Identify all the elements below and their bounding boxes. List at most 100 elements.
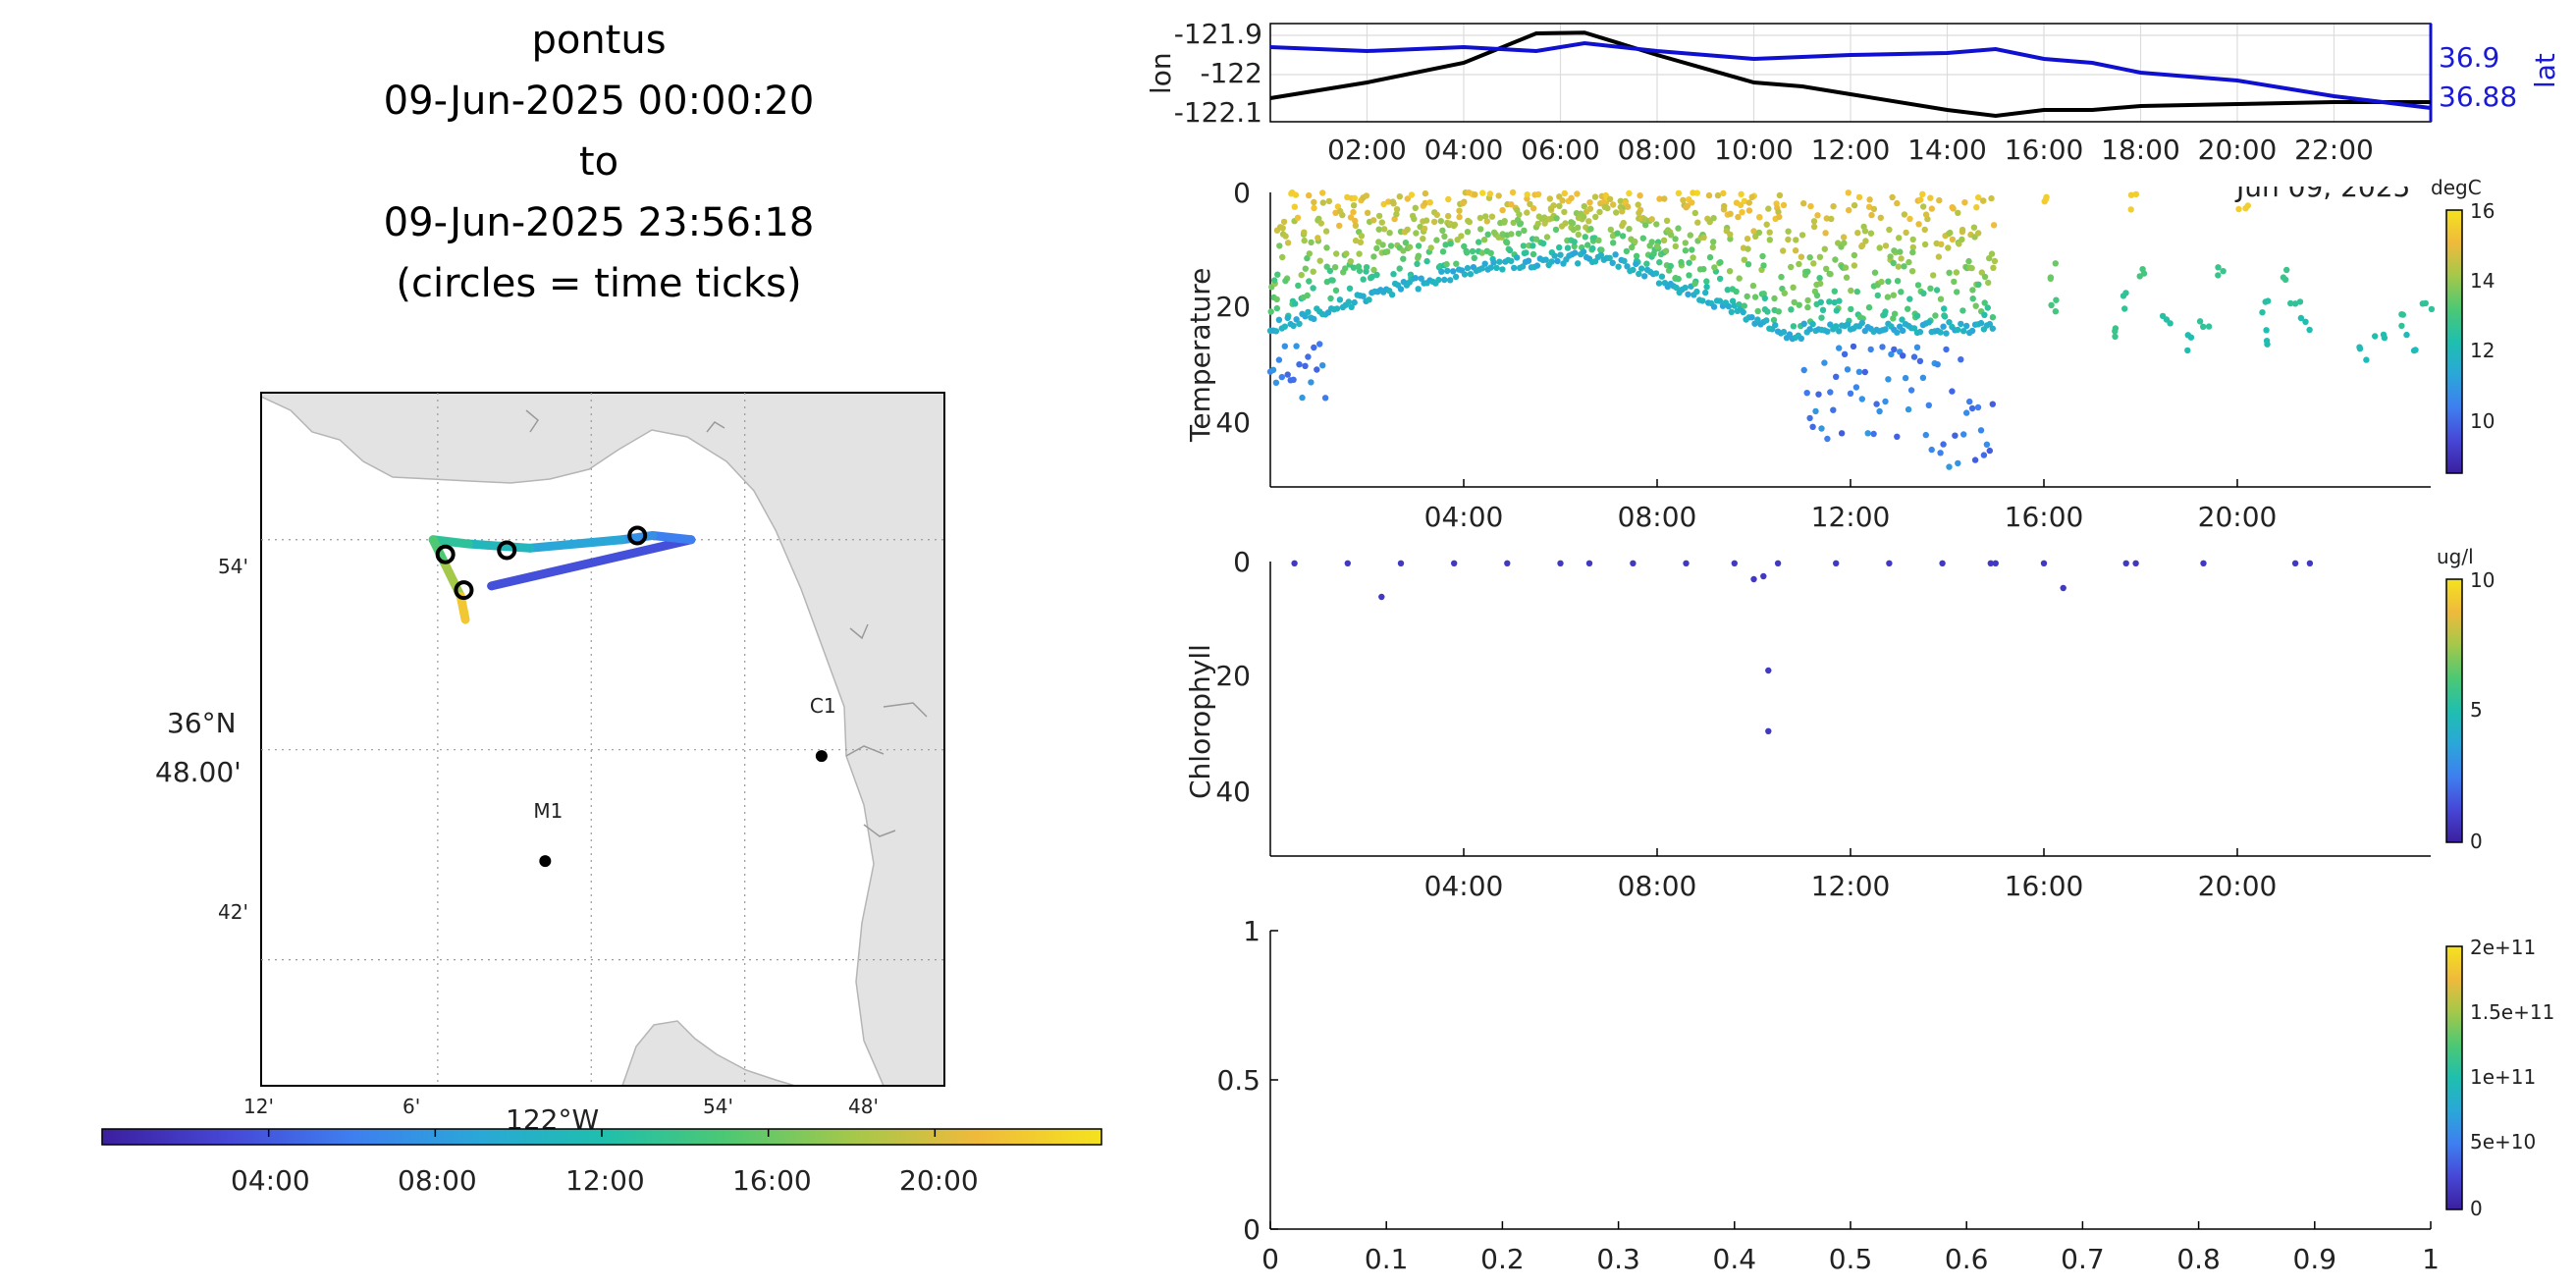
lonlat-panel: lon lat -121.9 -122 -122.1 36.9 36.88 02… bbox=[1145, 18, 2561, 203]
temperature-point bbox=[1584, 242, 1591, 248]
temperature-point bbox=[1464, 229, 1472, 236]
temperature-point bbox=[1710, 303, 1718, 310]
temperature-point bbox=[1327, 295, 1334, 302]
lat-axis-label: lat bbox=[2529, 53, 2561, 88]
temperature-point bbox=[1871, 269, 1879, 276]
temperature-point bbox=[1788, 263, 1795, 271]
temperature-point bbox=[1847, 390, 1854, 397]
temperature-point bbox=[1443, 261, 1450, 268]
temperature-point bbox=[1756, 214, 1763, 221]
temperature-point bbox=[1400, 247, 1407, 254]
temperature-point bbox=[1909, 236, 1916, 243]
figure-title: pontus 09-Jun-2025 00:00:20 to 09-Jun-20… bbox=[304, 10, 893, 314]
temperature-point bbox=[1919, 190, 1926, 197]
temperature-point bbox=[1411, 215, 1418, 223]
temperature-point bbox=[2048, 301, 2055, 308]
temperature-point bbox=[1317, 220, 1325, 227]
map-panel: 12' 6' 122°W 54' 48' 54' 36°N 48.00' 42'… bbox=[155, 392, 945, 1136]
temperature-point bbox=[1824, 435, 1831, 443]
temperature-point bbox=[1691, 280, 1698, 288]
temperature-point bbox=[1624, 263, 1631, 270]
temperature-point bbox=[1981, 299, 1988, 306]
temperature-point bbox=[1310, 285, 1316, 292]
temperature-point bbox=[1639, 235, 1647, 242]
temperature-point bbox=[1333, 305, 1341, 312]
temperature-point bbox=[1467, 271, 1475, 278]
temperature-point bbox=[1928, 205, 1936, 212]
temperature-point bbox=[1890, 259, 1897, 267]
temperature-point bbox=[1901, 263, 1907, 270]
temperature-point bbox=[1465, 217, 1472, 225]
temperature-point bbox=[1689, 199, 1695, 206]
temperature-point bbox=[2403, 331, 2410, 339]
temperature-point bbox=[1483, 218, 1491, 225]
temperature-point bbox=[1770, 316, 1778, 324]
temperature-point bbox=[1444, 267, 1451, 275]
empty-colorbar bbox=[2445, 945, 2463, 1210]
temperature-point bbox=[1569, 220, 1577, 227]
temperature-point bbox=[1845, 189, 1852, 196]
temperature-point bbox=[1304, 254, 1311, 262]
temperature-point bbox=[1827, 271, 1834, 278]
temperature-point bbox=[1302, 362, 1309, 369]
temperature-point bbox=[1703, 278, 1710, 285]
temperature-point bbox=[1785, 228, 1792, 235]
temperature-point bbox=[1870, 430, 1877, 438]
temperature-point bbox=[1557, 251, 1564, 258]
temperature-point bbox=[1472, 191, 1478, 198]
map-lat-label-54: 54' bbox=[218, 555, 248, 578]
time-tick-circle bbox=[627, 525, 648, 546]
x-tick-label: 0.3 bbox=[1596, 1243, 1640, 1275]
temperature-point bbox=[1882, 242, 1890, 249]
temperature-point bbox=[1350, 264, 1358, 271]
temperature-point bbox=[1292, 300, 1299, 307]
temperature-point bbox=[1836, 297, 1843, 304]
lonlat-x-tick-label: 18:00 bbox=[2101, 134, 2180, 166]
temperature-point bbox=[1851, 251, 1858, 259]
temperature-point bbox=[2398, 322, 2405, 330]
lat-series-line bbox=[1269, 40, 2432, 110]
lat-tick-36-9: 36.9 bbox=[2439, 41, 2499, 74]
chlorophyll-axis-label: Chlorophyll bbox=[1184, 644, 1216, 799]
temperature-point bbox=[1827, 321, 1834, 328]
y-tick-label: 1 bbox=[1243, 915, 1261, 947]
temperature-point bbox=[1791, 298, 1798, 306]
temperature-point bbox=[1315, 215, 1322, 222]
x-tick-label: 0.7 bbox=[2061, 1243, 2105, 1275]
temperature-point bbox=[1314, 366, 1320, 373]
empty-cbar-5e10: 5e+10 bbox=[2470, 1130, 2536, 1154]
chlorophyll-point bbox=[1397, 560, 1405, 566]
temperature-point bbox=[1877, 214, 1885, 221]
temperature-point bbox=[2220, 268, 2227, 275]
temperature-point bbox=[1347, 214, 1355, 221]
temperature-point bbox=[1796, 260, 1802, 268]
temperature-point bbox=[1481, 260, 1488, 267]
temperature-point bbox=[1819, 306, 1827, 313]
temperature-point bbox=[1946, 463, 1953, 470]
temperature-point bbox=[1984, 304, 1992, 311]
temperature-point bbox=[1486, 190, 1494, 197]
temperature-point bbox=[1331, 264, 1339, 271]
temp-ytick-20: 20 bbox=[1215, 291, 1251, 323]
temperature-point bbox=[1310, 268, 1316, 275]
chlorophyll-colorbar bbox=[2445, 578, 2463, 843]
temperature-point bbox=[1816, 275, 1823, 282]
temperature-point bbox=[1282, 233, 1289, 240]
temperature-axis-label: Temperature bbox=[1184, 268, 1216, 443]
temperature-point bbox=[1966, 398, 1973, 405]
temperature-point bbox=[1720, 189, 1727, 197]
temperature-point bbox=[1810, 223, 1818, 231]
temperature-point bbox=[1279, 253, 1286, 261]
temperature-point bbox=[1552, 226, 1560, 234]
temperature-point bbox=[1350, 208, 1357, 216]
temperature-point bbox=[1378, 219, 1386, 226]
temperature-point bbox=[1660, 237, 1668, 243]
temperature-point bbox=[1456, 207, 1463, 214]
temperature-point bbox=[1568, 194, 1575, 201]
temperature-point bbox=[1810, 218, 1818, 225]
temperature-point bbox=[1830, 406, 1837, 413]
temperature-point bbox=[1397, 286, 1405, 293]
temperature-point bbox=[1682, 284, 1689, 292]
temperature-point bbox=[1941, 305, 1948, 312]
temperature-point bbox=[1925, 319, 1933, 326]
